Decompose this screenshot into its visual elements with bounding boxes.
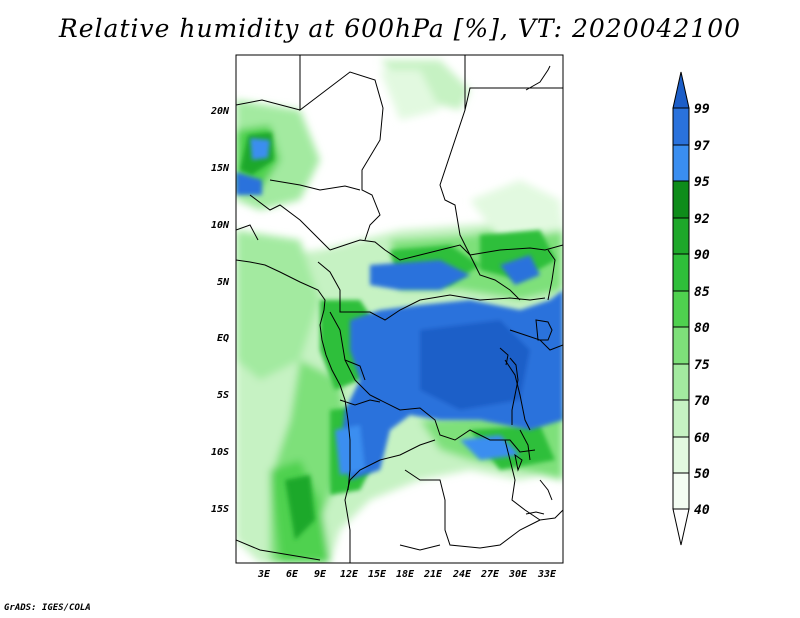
country-boundaries [236, 55, 563, 563]
colorbar-segment [672, 107, 690, 146]
colorbar-label: 99 [694, 102, 710, 117]
colorbar-segment [672, 436, 690, 474]
colorbar-segment [672, 472, 690, 510]
colorbar-label: 40 [694, 503, 710, 518]
colorbar-top-triangle [672, 71, 690, 109]
colorbar-segment [672, 253, 690, 292]
colorbar-segment [672, 180, 690, 219]
humidity-field [236, 60, 563, 563]
colorbar-segment [672, 144, 690, 182]
lat-label: 5N [217, 277, 230, 288]
coastlines-lakes [236, 259, 553, 515]
colorbar-label: 95 [694, 175, 710, 190]
colorbar-segment [672, 363, 690, 401]
lat-label: 5S [217, 390, 229, 401]
colorbar-segment [672, 217, 690, 255]
lat-label: 10N [211, 220, 230, 231]
colorbar-label: 90 [694, 248, 710, 263]
colorbar-label: 50 [694, 467, 710, 482]
colorbar-bottom-triangle [672, 508, 690, 546]
colorbar-label: 85 [694, 285, 710, 300]
lon-label: 6E [286, 569, 299, 580]
colorbar-segment [672, 399, 690, 438]
lat-label: 15N [211, 163, 230, 174]
lon-label: 33E [537, 569, 557, 580]
colorbar-label: 80 [694, 321, 710, 336]
lat-label: 15S [211, 504, 229, 515]
colorbar-label: 70 [694, 394, 710, 409]
lon-label: 27E [480, 569, 500, 580]
colorbar-segment [672, 290, 690, 328]
lat-label: 20N [210, 106, 230, 117]
lon-label: 12E [340, 569, 359, 580]
colorbar-label: 75 [694, 358, 710, 373]
chart-title: Relative humidity at 600hPa [%], VT: 202… [58, 14, 742, 43]
lon-label: 30E [508, 569, 528, 580]
colorbar-label: 92 [694, 212, 710, 227]
lat-label: EQ [217, 333, 229, 344]
colorbar-label: 97 [694, 139, 710, 154]
latitude-labels: 20N 15N 10N 5N EQ 5S 10S 15S [210, 106, 230, 515]
map-frame [235, 54, 564, 564]
longitude-labels: 3E 6E 9E 12E 15E 18E 21E 24E 27E 30E 33E [257, 569, 557, 580]
lon-label: 9E [314, 569, 327, 580]
lon-label: 3E [257, 569, 271, 580]
colorbar-segment [672, 326, 690, 365]
lon-label: 15E [368, 569, 387, 580]
lon-label: 21E [423, 569, 443, 580]
colorbar: 99 97 95 92 90 85 80 75 70 60 50 40 [672, 71, 710, 546]
footer-credit: GrADS: IGES/COLA [4, 603, 91, 613]
colorbar-label: 60 [694, 431, 710, 446]
lon-label: 24E [452, 569, 472, 580]
lon-label: 18E [396, 569, 415, 580]
lat-label: 10S [211, 447, 229, 458]
